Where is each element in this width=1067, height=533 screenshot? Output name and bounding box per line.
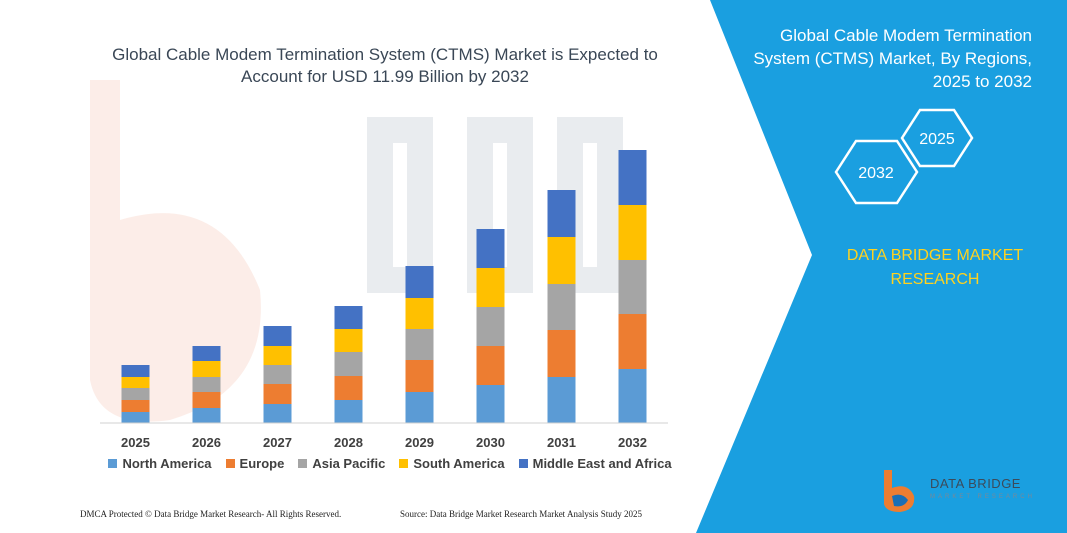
legend-label: Middle East and Africa bbox=[532, 456, 672, 471]
bar-2032-series-3 bbox=[618, 205, 647, 260]
bar-2027-series-3 bbox=[263, 346, 292, 365]
bar-2027-series-2 bbox=[263, 365, 292, 384]
source-note: Source: Data Bridge Market Research Mark… bbox=[400, 509, 642, 519]
hexagon-right bbox=[900, 108, 974, 168]
hexagon-left bbox=[834, 139, 919, 205]
bar-2029-series-2 bbox=[405, 329, 434, 360]
brand-name: DATA BRIDGE MARKET RESEARCH bbox=[846, 247, 1024, 288]
bar-2028-series-4 bbox=[334, 306, 363, 329]
legend-label: South America bbox=[413, 456, 505, 471]
legend-label: Asia Pacific bbox=[312, 456, 386, 471]
legend-swatch bbox=[108, 459, 118, 468]
bar-2030-series-1 bbox=[476, 346, 505, 385]
bar-2032-series-0 bbox=[618, 369, 647, 423]
bar-2032-series-2 bbox=[618, 260, 647, 314]
legend-item-2: Asia Pacific bbox=[298, 456, 385, 471]
bar-2030-series-2 bbox=[476, 307, 505, 346]
bar-2028-series-1 bbox=[334, 376, 363, 400]
bar-2026-series-3 bbox=[192, 361, 221, 377]
bar-2027-series-1 bbox=[263, 384, 292, 404]
bar-2029-series-4 bbox=[405, 266, 434, 298]
bar-2031-series-0 bbox=[547, 377, 576, 423]
stacked-bar-chart: 2025 2026 2027 2028 2029 2030 2031 2032 bbox=[100, 150, 668, 450]
x-tick-label: 2027 bbox=[263, 435, 292, 450]
bar-2031-series-2 bbox=[547, 284, 576, 330]
bar-2026-series-1 bbox=[192, 392, 221, 408]
legend-item-3: South America bbox=[399, 456, 505, 471]
legend-label: North America bbox=[122, 456, 212, 471]
bar-2025-series-1 bbox=[121, 400, 150, 412]
legend-swatch bbox=[399, 459, 409, 468]
legend-item-4: Middle East and Africa bbox=[518, 456, 672, 471]
legend-swatch bbox=[518, 459, 528, 468]
legend-swatch bbox=[298, 459, 308, 468]
bar-2028-series-0 bbox=[334, 400, 363, 423]
bar-2031-series-3 bbox=[547, 237, 576, 284]
x-tick-label: 2031 bbox=[547, 435, 576, 450]
x-tick-label: 2030 bbox=[476, 435, 505, 450]
bar-2025-series-4 bbox=[121, 365, 150, 377]
chart-title: Global Cable Modem Termination System (C… bbox=[112, 45, 658, 86]
x-tick-label: 2026 bbox=[192, 435, 221, 450]
logo-subtext: MARKET RESEARCH bbox=[930, 494, 1035, 500]
legend-item-0: North America bbox=[108, 456, 212, 471]
bar-2027-series-0 bbox=[263, 404, 292, 423]
x-tick-label: 2029 bbox=[405, 435, 434, 450]
bar-2026-series-0 bbox=[192, 408, 221, 423]
bar-2029-series-1 bbox=[405, 360, 434, 392]
legend-item-1: Europe bbox=[225, 456, 285, 471]
x-tick-label: 2032 bbox=[618, 435, 647, 450]
bar-2025-series-2 bbox=[121, 388, 150, 400]
bar-2025-series-0 bbox=[121, 412, 150, 423]
bar-2030-series-3 bbox=[476, 268, 505, 307]
bar-2030-series-0 bbox=[476, 385, 505, 423]
x-tick-label: 2025 bbox=[121, 435, 150, 450]
panel-title: Global Cable Modem Termination System (C… bbox=[753, 26, 1032, 91]
logo-text: DATA BRIDGE bbox=[930, 476, 1021, 491]
bar-2032-series-1 bbox=[618, 314, 647, 369]
bar-2027-series-4 bbox=[263, 326, 292, 346]
legend-swatch bbox=[225, 459, 235, 468]
copyright-notice: DMCA Protected © Data Bridge Market Rese… bbox=[80, 509, 342, 519]
bar-2031-series-4 bbox=[547, 190, 576, 237]
legend-label: Europe bbox=[239, 456, 285, 471]
data-bridge-logo-icon bbox=[884, 470, 915, 512]
legend: North America Europe Asia Pacific South Ame… bbox=[100, 456, 680, 471]
bar-2029-series-3 bbox=[405, 298, 434, 329]
bar-2028-series-2 bbox=[334, 352, 363, 376]
bar-2030-series-4 bbox=[476, 229, 505, 268]
bar-2026-series-4 bbox=[192, 346, 221, 361]
hexagon-right-label: 2025 bbox=[919, 131, 955, 148]
bar-2025-series-3 bbox=[121, 377, 150, 388]
bar-2026-series-2 bbox=[192, 377, 221, 392]
bar-2029-series-0 bbox=[405, 392, 434, 423]
bar-2031-series-1 bbox=[547, 330, 576, 377]
hexagon-left-label: 2032 bbox=[858, 165, 894, 182]
bar-2028-series-3 bbox=[334, 329, 363, 352]
x-tick-label: 2028 bbox=[334, 435, 363, 450]
bar-2032-series-4 bbox=[618, 150, 647, 205]
